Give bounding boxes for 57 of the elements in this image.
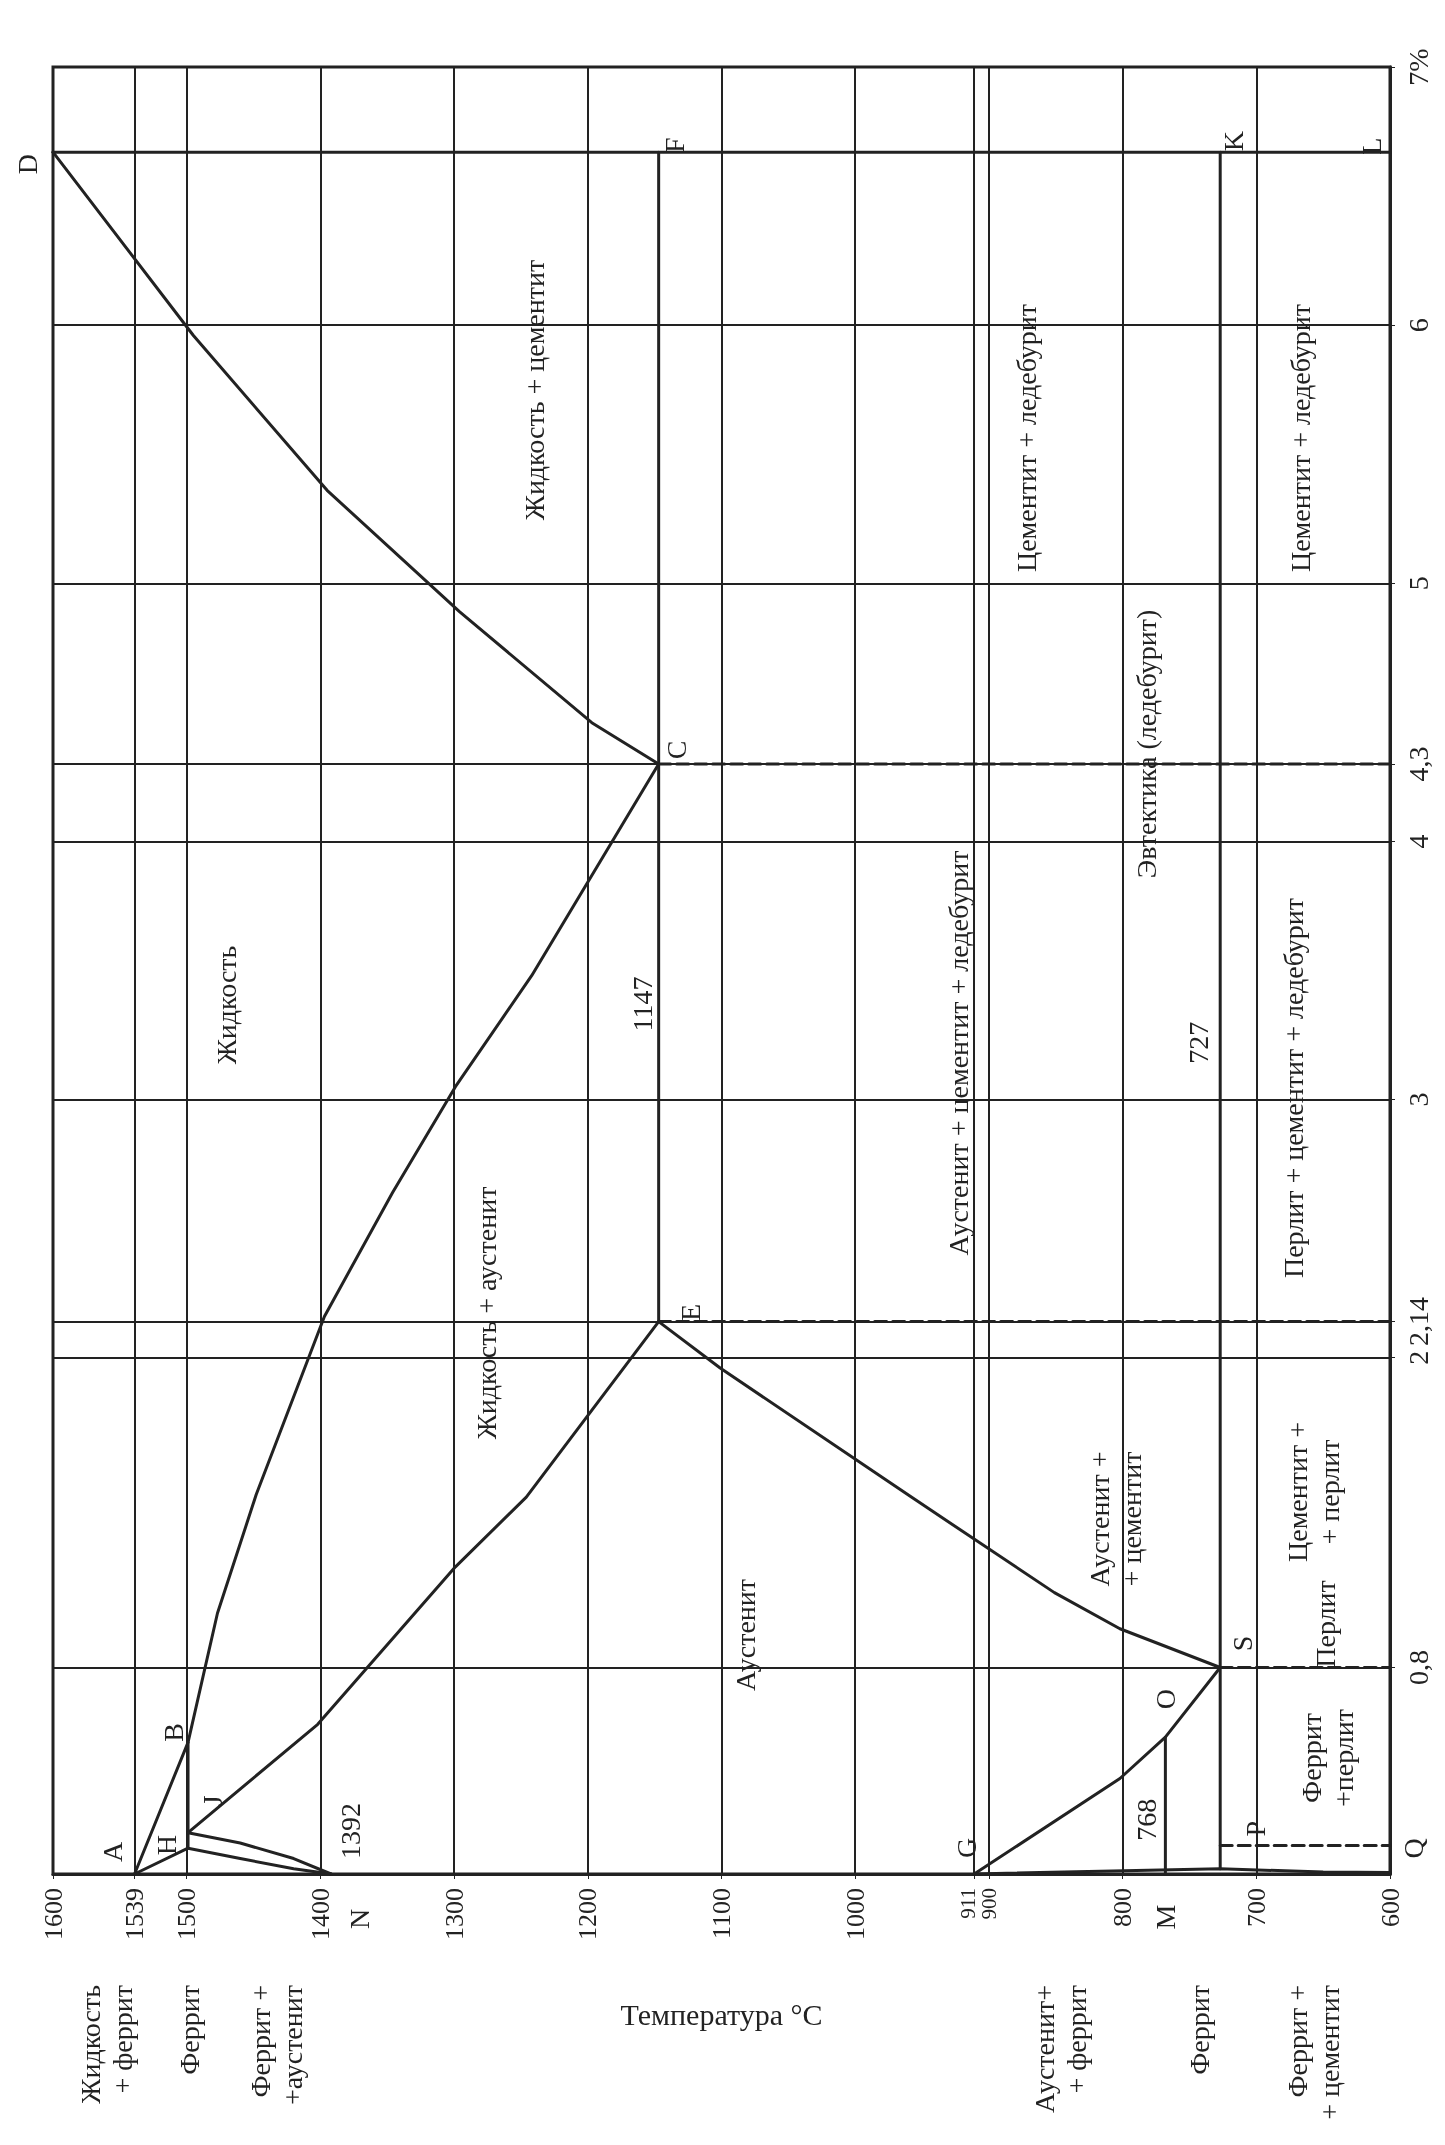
annotation: Аустенит <box>729 1578 761 1692</box>
y-tick-label: 4,3 <box>1402 746 1434 782</box>
y-tick-label: 5 <box>1402 576 1434 591</box>
x-tick-label: 800 <box>1108 1888 1138 1927</box>
annotation: Перлит <box>1309 1580 1341 1668</box>
text: Жидкость + феррит <box>74 1985 138 2104</box>
x-tick-label: 1500 <box>172 1888 202 1940</box>
annotation: D <box>11 154 43 175</box>
annotation: O <box>1149 1689 1181 1710</box>
y-tick-label: 2,14 <box>1402 1297 1434 1347</box>
annotation: N <box>343 1908 375 1930</box>
annotation: 768 <box>1130 1798 1162 1841</box>
annotation: 727 <box>1182 1021 1214 1064</box>
text: Феррит <box>173 1985 205 2075</box>
text: Феррит + + цементит <box>1281 1985 1345 2120</box>
annotation: H <box>150 1835 182 1856</box>
x-tick-label: 1539 <box>120 1888 150 1940</box>
annotation: Жидкость + цементит <box>518 259 550 521</box>
x-tick-label: 1100 <box>707 1888 736 1940</box>
x-tick-label: 1300 <box>439 1888 469 1940</box>
annotation: S <box>1226 1635 1258 1652</box>
annotation: B <box>157 1723 189 1742</box>
y-tick-label: 2 <box>1402 1350 1434 1365</box>
text: Аустенит+ + феррит <box>1028 1985 1092 2113</box>
y-tick-label: 3 <box>1402 1092 1434 1107</box>
x-tick-label: 1200 <box>573 1888 603 1940</box>
annotation: Q <box>1397 1838 1429 1859</box>
annotation: Эвтектика (ледебурит) <box>1130 609 1162 879</box>
annotation: Цементит + ледебурит <box>1284 303 1316 573</box>
y-tick-label: 0,8 <box>1402 1649 1434 1685</box>
annotation: A <box>97 1841 129 1863</box>
x-tick-label: 700 <box>1241 1888 1271 1927</box>
y-tick-label: 6 <box>1402 318 1434 333</box>
annotation: Цементит + ледебурит <box>1010 303 1042 573</box>
text: Феррит + +аустенит <box>244 1985 308 2106</box>
x-tick-label: 1600 <box>38 1888 68 1940</box>
annotation: Жидкость <box>210 945 242 1065</box>
x-tick-label: 600 <box>1375 1888 1405 1927</box>
annotation: Жидкость + аустенит <box>470 1186 502 1440</box>
annotation: Перлит + цементит + ледебурит <box>1277 897 1309 1279</box>
annotation: Цементит + + перлит <box>1281 1421 1345 1563</box>
annotation: E <box>675 1304 707 1322</box>
annotation: Феррит +перлит <box>1295 1708 1359 1808</box>
annotation: 1392 <box>334 1803 366 1859</box>
y-tick-label: 4 <box>1402 834 1434 849</box>
annotation: K <box>1217 131 1249 152</box>
annotation: M <box>1149 1904 1181 1930</box>
annotation: Аустенит + + цементит <box>1083 1451 1147 1587</box>
annotation: 1147 <box>627 976 659 1032</box>
y-tick-label: 7% <box>1402 48 1434 86</box>
x-tick-label: 1400 <box>305 1888 335 1940</box>
text: Феррит <box>1183 1985 1215 2075</box>
annotation: C <box>661 740 693 760</box>
annotation: F <box>659 137 691 153</box>
x-tick-label: 1000 <box>840 1888 870 1940</box>
annotation: Аустенит + цементит + ледебурит <box>942 850 974 1256</box>
x-axis-title: Температура °С <box>620 1997 823 2031</box>
